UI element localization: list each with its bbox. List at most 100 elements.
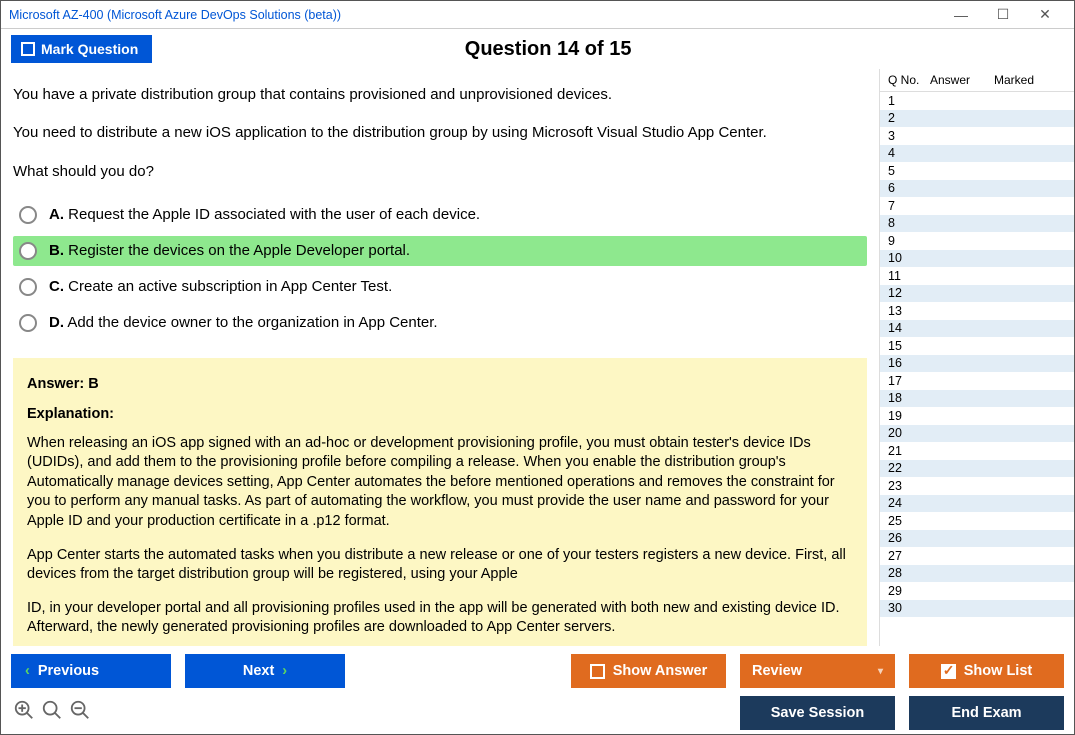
explanation-p1: When releasing an iOS app signed with an… (27, 434, 853, 532)
question-nav-row[interactable]: 18 (880, 390, 1074, 408)
option-label: D. Add the device owner to the organizat… (49, 314, 438, 331)
option-label: A. Request the Apple ID associated with … (49, 206, 480, 223)
qno-cell: 18 (888, 391, 930, 405)
qno-cell: 9 (888, 234, 930, 248)
qno-cell: 7 (888, 199, 930, 213)
qno-cell: 24 (888, 496, 930, 510)
qno-cell: 20 (888, 426, 930, 440)
chevron-right-icon: › (282, 663, 287, 679)
qno-cell: 15 (888, 339, 930, 353)
titlebar: Microsoft AZ-400 (Microsoft Azure DevOps… (1, 1, 1074, 29)
question-nav-row[interactable]: 9 (880, 232, 1074, 250)
qno-cell: 22 (888, 461, 930, 475)
qno-cell: 17 (888, 374, 930, 388)
question-nav-row[interactable]: 16 (880, 355, 1074, 373)
question-nav-row[interactable]: 8 (880, 215, 1074, 233)
minimize-icon[interactable]: — (940, 3, 982, 27)
save-session-button[interactable]: Save Session (740, 696, 895, 730)
question-nav-row[interactable]: 2 (880, 110, 1074, 128)
question-nav-row[interactable]: 22 (880, 460, 1074, 478)
question-nav-row[interactable]: 4 (880, 145, 1074, 163)
zoom-reset-icon[interactable] (41, 699, 63, 727)
question-nav-row[interactable]: 1 (880, 92, 1074, 110)
question-nav-row[interactable]: 11 (880, 267, 1074, 285)
qno-cell: 5 (888, 164, 930, 178)
show-list-button[interactable]: Show List (909, 654, 1064, 688)
review-label: Review (752, 663, 802, 679)
option-D[interactable]: D. Add the device owner to the organizat… (13, 308, 867, 338)
question-nav-row[interactable]: 6 (880, 180, 1074, 198)
question-nav-row[interactable]: 29 (880, 582, 1074, 600)
question-nav-row[interactable]: 23 (880, 477, 1074, 495)
side-header: Q No. Answer Marked (880, 69, 1074, 92)
question-nav-row[interactable]: 3 (880, 127, 1074, 145)
content-pane[interactable]: You have a private distribution group th… (11, 69, 879, 646)
question-nav-row[interactable]: 10 (880, 250, 1074, 268)
question-p1: You have a private distribution group th… (13, 85, 867, 105)
maximize-icon[interactable]: ☐ (982, 3, 1024, 27)
checkbox-icon (21, 42, 35, 56)
question-nav-row[interactable]: 5 (880, 162, 1074, 180)
show-answer-label: Show Answer (613, 663, 708, 679)
question-nav-row[interactable]: 15 (880, 337, 1074, 355)
close-icon[interactable]: ✕ (1024, 3, 1066, 27)
zoom-out-icon[interactable] (69, 699, 91, 727)
mark-label: Mark Question (41, 41, 138, 57)
qno-cell: 8 (888, 216, 930, 230)
radio-icon (19, 314, 37, 332)
qno-cell: 23 (888, 479, 930, 493)
window-controls: — ☐ ✕ (940, 3, 1066, 27)
question-nav-row[interactable]: 26 (880, 530, 1074, 548)
col-header-qno: Q No. (888, 73, 930, 87)
question-nav-row[interactable]: 19 (880, 407, 1074, 425)
previous-label: Previous (38, 663, 99, 679)
header-row: Mark Question Question 14 of 15 (1, 29, 1074, 69)
option-label: B. Register the devices on the Apple Dev… (49, 242, 410, 259)
checkbox-icon (590, 664, 605, 679)
qno-cell: 14 (888, 321, 930, 335)
answer-line: Answer: B (27, 376, 853, 392)
qno-cell: 1 (888, 94, 930, 108)
previous-button[interactable]: ‹ Previous (11, 654, 171, 688)
content-inner: You have a private distribution group th… (11, 69, 875, 646)
radio-icon (19, 242, 37, 260)
qno-cell: 25 (888, 514, 930, 528)
question-nav-row[interactable]: 24 (880, 495, 1074, 513)
end-exam-button[interactable]: End Exam (909, 696, 1064, 730)
qno-cell: 21 (888, 444, 930, 458)
question-nav-row[interactable]: 21 (880, 442, 1074, 460)
show-list-label: Show List (964, 663, 1032, 679)
bottom-bar: ‹ Previous Next › Show Answer Review ▾ S… (1, 646, 1074, 734)
option-B[interactable]: B. Register the devices on the Apple Dev… (13, 236, 867, 266)
question-number-title: Question 14 of 15 (152, 38, 944, 61)
options-list: A. Request the Apple ID associated with … (13, 200, 867, 338)
qno-cell: 28 (888, 566, 930, 580)
explanation-p2: App Center starts the automated tasks wh… (27, 546, 853, 585)
question-nav-row[interactable]: 25 (880, 512, 1074, 530)
option-A[interactable]: A. Request the Apple ID associated with … (13, 200, 867, 230)
explanation-p3: ID, in your developer portal and all pro… (27, 599, 853, 638)
question-nav-row[interactable]: 17 (880, 372, 1074, 390)
question-nav-row[interactable]: 20 (880, 425, 1074, 443)
question-nav-row[interactable]: 28 (880, 565, 1074, 583)
side-list[interactable]: 1234567891011121314151617181920212223242… (880, 92, 1074, 646)
window-title: Microsoft AZ-400 (Microsoft Azure DevOps… (9, 8, 940, 22)
zoom-controls (11, 699, 91, 727)
review-dropdown-button[interactable]: Review ▾ (740, 654, 895, 688)
question-nav-row[interactable]: 30 (880, 600, 1074, 618)
mark-question-button[interactable]: Mark Question (11, 35, 152, 63)
question-nav-row[interactable]: 7 (880, 197, 1074, 215)
question-nav-row[interactable]: 27 (880, 547, 1074, 565)
chevron-left-icon: ‹ (25, 663, 30, 679)
question-nav-row[interactable]: 14 (880, 320, 1074, 338)
question-nav-row[interactable]: 13 (880, 302, 1074, 320)
qno-cell: 16 (888, 356, 930, 370)
zoom-in-icon[interactable] (13, 699, 35, 727)
qno-cell: 4 (888, 146, 930, 160)
show-answer-button[interactable]: Show Answer (571, 654, 726, 688)
explanation-label: Explanation: (27, 406, 853, 422)
qno-cell: 2 (888, 111, 930, 125)
option-C[interactable]: C. Create an active subscription in App … (13, 272, 867, 302)
next-button[interactable]: Next › (185, 654, 345, 688)
question-nav-row[interactable]: 12 (880, 285, 1074, 303)
